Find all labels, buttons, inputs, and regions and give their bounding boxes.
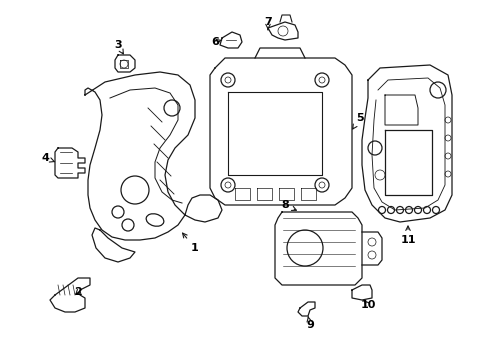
Text: 8: 8: [281, 200, 296, 211]
Circle shape: [396, 207, 403, 213]
Text: 11: 11: [400, 226, 416, 245]
Circle shape: [415, 207, 421, 213]
Circle shape: [423, 207, 431, 213]
Text: 2: 2: [74, 287, 82, 297]
Circle shape: [388, 207, 394, 213]
Circle shape: [378, 207, 386, 213]
Text: 5: 5: [353, 113, 364, 129]
Text: 3: 3: [114, 40, 123, 54]
Circle shape: [433, 207, 440, 213]
Text: 1: 1: [183, 233, 199, 253]
Text: 9: 9: [306, 317, 314, 330]
Circle shape: [406, 207, 413, 213]
Text: 7: 7: [264, 17, 272, 30]
Text: 6: 6: [211, 37, 222, 47]
Text: 4: 4: [41, 153, 54, 163]
Text: 10: 10: [360, 300, 376, 310]
